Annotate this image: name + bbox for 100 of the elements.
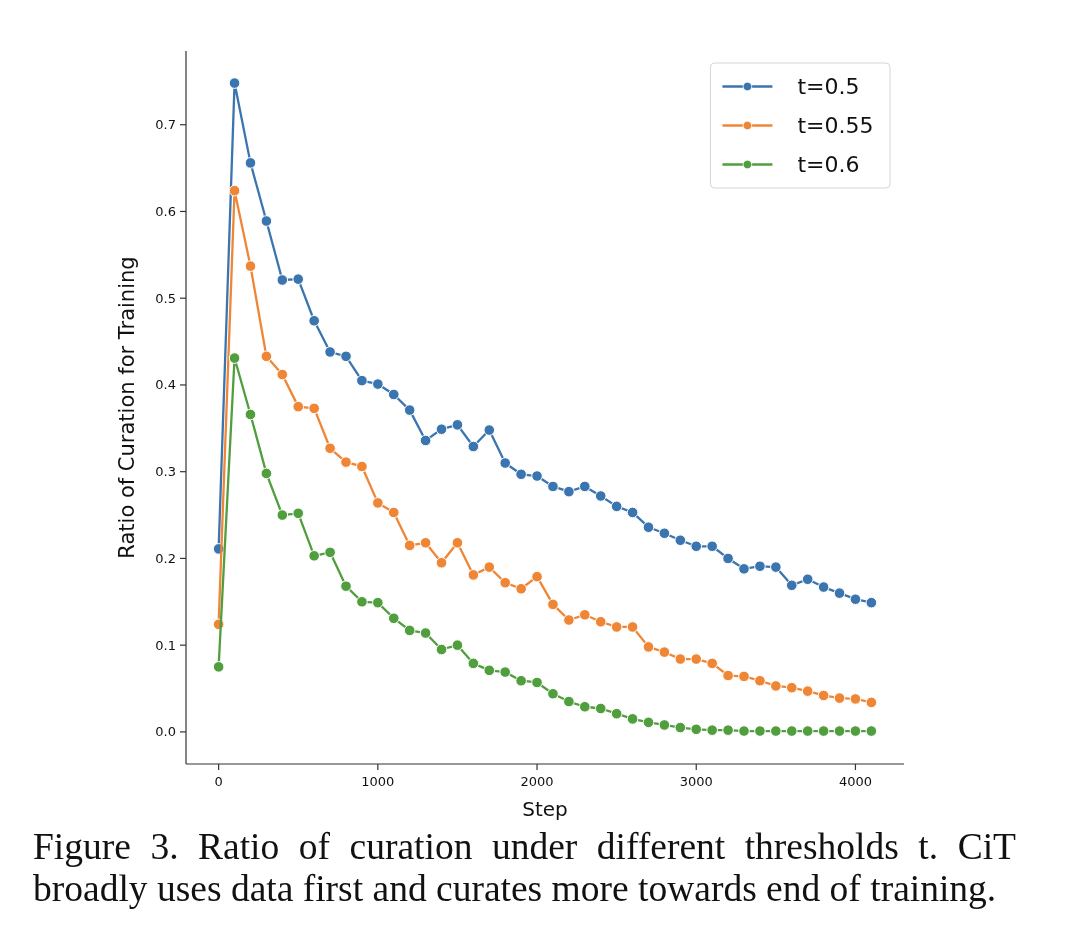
point (563, 695, 575, 708)
point (817, 689, 830, 702)
point (690, 723, 703, 736)
point (833, 725, 846, 737)
point (340, 350, 352, 363)
point (244, 260, 257, 272)
legend-label: t=0.55 (797, 113, 874, 139)
point (244, 157, 257, 169)
point (706, 657, 718, 670)
point (579, 480, 591, 493)
point (228, 77, 241, 89)
point (785, 681, 798, 694)
point (483, 424, 496, 436)
x-tick-label: 0 (214, 774, 223, 789)
point (435, 423, 448, 435)
point (658, 719, 671, 731)
point (610, 621, 623, 633)
point (419, 537, 432, 549)
y-tick-label: 0.2 (155, 550, 176, 566)
point (690, 540, 703, 553)
point (387, 506, 400, 519)
point (706, 540, 718, 553)
point (308, 314, 320, 327)
point (674, 653, 687, 665)
point (403, 539, 416, 552)
point (467, 569, 480, 581)
point (642, 521, 655, 533)
point (340, 456, 352, 468)
point (467, 657, 480, 670)
point (356, 374, 368, 387)
point (276, 274, 289, 286)
point (515, 582, 527, 595)
point (722, 724, 734, 736)
point (833, 587, 846, 599)
point (324, 442, 336, 455)
x-tick-label: 4000 (838, 774, 872, 789)
point (531, 676, 543, 689)
legend-label: t=0.6 (797, 152, 860, 178)
point (754, 725, 766, 737)
point (515, 674, 527, 687)
point (801, 573, 814, 586)
point (419, 627, 432, 639)
point (849, 693, 862, 705)
point (435, 556, 448, 569)
point (722, 669, 734, 682)
point (865, 696, 878, 709)
point (292, 400, 305, 413)
point (547, 687, 559, 700)
point (387, 388, 400, 401)
point (483, 664, 496, 677)
point (642, 641, 655, 653)
point (610, 707, 623, 720)
point (499, 666, 511, 678)
point (706, 724, 718, 736)
y-tick-label: 0.6 (155, 204, 176, 220)
point (212, 661, 225, 673)
point (547, 480, 559, 493)
x-tick-label: 2000 (520, 774, 554, 789)
point (308, 550, 320, 562)
point (292, 273, 305, 285)
point (531, 570, 543, 583)
point (547, 598, 559, 611)
point (594, 615, 607, 628)
point (372, 596, 384, 609)
point (833, 692, 846, 704)
point (292, 507, 305, 520)
point (324, 546, 336, 559)
point (356, 596, 368, 608)
point (260, 467, 273, 480)
point (626, 506, 639, 519)
point (770, 561, 782, 573)
point (801, 685, 814, 697)
y-tick-label: 0.0 (155, 724, 176, 740)
x-tick-label: 3000 (679, 774, 713, 789)
point (499, 457, 511, 469)
point (722, 552, 734, 565)
point (308, 402, 320, 415)
point (419, 434, 432, 447)
point (626, 621, 639, 633)
point (563, 614, 575, 626)
point (770, 680, 782, 692)
point (499, 576, 511, 589)
point (260, 350, 273, 363)
point (754, 560, 766, 573)
point (817, 581, 830, 593)
point (244, 408, 257, 421)
point (451, 537, 464, 549)
y-axis-title: Ratio of Curation for Training (115, 256, 139, 559)
point (340, 580, 352, 592)
point (610, 500, 623, 513)
point (531, 470, 543, 482)
point (658, 646, 671, 658)
point (515, 468, 527, 481)
point (483, 561, 496, 573)
x-tick-label: 1000 (361, 774, 395, 789)
point (849, 725, 862, 737)
y-tick-label: 0.5 (155, 290, 176, 306)
y-tick-label: 0.4 (155, 377, 176, 393)
point (865, 725, 878, 737)
point (260, 215, 273, 227)
